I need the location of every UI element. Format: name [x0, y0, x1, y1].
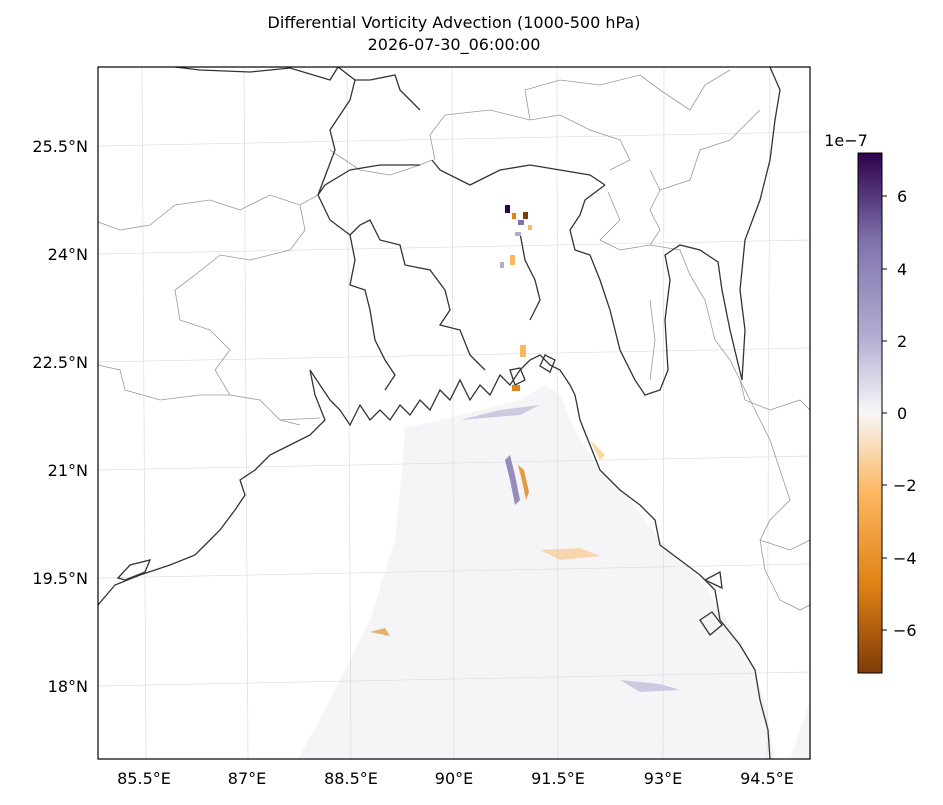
- lat-label: 18°N: [48, 677, 88, 696]
- lon-label: 90°E: [435, 769, 473, 788]
- sea-field: [298, 385, 775, 759]
- lon-label: 91.5°E: [531, 769, 585, 788]
- colorbar-tick: 0: [897, 404, 907, 423]
- colorbar-tick: 2: [897, 332, 907, 351]
- lon-label: 93°E: [644, 769, 682, 788]
- colorbar-tick: −6: [893, 621, 917, 640]
- lat-label: 22.5°N: [32, 353, 88, 372]
- state-boundaries: [98, 69, 810, 611]
- lon-label: 85.5°E: [117, 769, 171, 788]
- country-boundaries: [98, 67, 781, 759]
- colorbar-tick: −2: [893, 476, 917, 495]
- colorbar-tick: −4: [893, 549, 917, 568]
- lon-label: 87°E: [228, 769, 266, 788]
- sea-field-east: [790, 700, 810, 759]
- colorbar-tick: 6: [897, 187, 907, 206]
- lat-label: 19.5°N: [32, 569, 88, 588]
- map-title: Differential Vorticity Advection (1000-5…: [267, 13, 641, 32]
- lon-label: 88.5°E: [324, 769, 378, 788]
- map-frame: [97, 66, 811, 760]
- colorbar: [857, 152, 883, 674]
- vorticity-features: [370, 205, 680, 692]
- lat-label: 25.5°N: [32, 137, 88, 156]
- colorbar-tick: 4: [897, 260, 907, 279]
- lat-label: 21°N: [48, 461, 88, 480]
- map-subtitle: 2026-07-30_06:00:00: [367, 35, 541, 54]
- colorbar-exponent: 1e−7: [824, 131, 868, 150]
- lon-label: 94.5°E: [740, 769, 794, 788]
- lat-label: 24°N: [48, 245, 88, 264]
